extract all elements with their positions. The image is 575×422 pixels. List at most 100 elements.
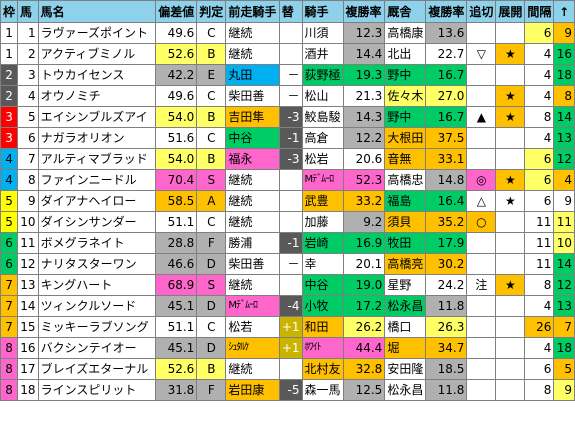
jockey-cell[interactable]: 幸 — [301, 253, 344, 275]
trainer-cell[interactable]: 橋口 — [384, 316, 427, 338]
waku-cell[interactable]: 3 — [0, 106, 19, 128]
prev-jockey[interactable]: 柴田善 — [225, 253, 280, 275]
workout-mark[interactable]: ▲ — [466, 106, 497, 128]
workout-mark[interactable] — [466, 316, 497, 338]
grade-cell[interactable]: D — [196, 337, 227, 359]
waku-cell[interactable]: 3 — [0, 127, 19, 149]
horse-name[interactable]: ナリタスターワン — [37, 253, 157, 275]
jockey-cell[interactable]: 松岩 — [301, 148, 344, 170]
jockey-rate[interactable]: 20.6 — [342, 148, 386, 170]
waku-cell[interactable]: 5 — [0, 211, 19, 233]
grade-cell[interactable]: F — [196, 379, 227, 401]
prev-jockey[interactable]: 継続 — [225, 274, 280, 296]
grade-cell[interactable]: B — [196, 148, 227, 170]
horse-number[interactable]: 8 — [17, 169, 39, 191]
prev-jockey[interactable]: 継続 — [225, 22, 280, 44]
grade-cell[interactable]: C — [196, 211, 227, 233]
grade-cell[interactable]: E — [196, 64, 227, 86]
horse-name[interactable]: ファインニードル — [37, 169, 157, 191]
col-header-prev-jockey[interactable]: 前走騎手 — [225, 0, 280, 23]
prev-jockey[interactable]: 岩田康 — [225, 379, 280, 401]
interval-cell[interactable]: 6 — [524, 22, 555, 44]
horse-number[interactable]: 1 — [17, 22, 39, 44]
table-row[interactable]: 3 6 ナガラオリオン 51.6 C 中谷 -1 高倉 12.2 大根田 37.5 4 13 — [0, 127, 575, 149]
trainer-rate[interactable]: 22.7 — [425, 43, 468, 65]
jockey-change-cell[interactable]: -1 — [278, 232, 303, 254]
col-header-change[interactable]: 替 — [278, 0, 303, 23]
grade-cell[interactable]: C — [196, 316, 227, 338]
jockey-rate[interactable]: 44.4 — [342, 337, 386, 359]
pace-mark[interactable] — [495, 211, 526, 233]
table-row[interactable]: 7 13 キングハート 68.9 S 継続 中谷 19.0 星野 24.2 注 ★ 8 12 — [0, 274, 575, 296]
prev-jockey[interactable]: ｼｭﾀﾙｹ — [225, 337, 280, 359]
workout-mark[interactable] — [466, 253, 497, 275]
workout-mark[interactable]: ▽ — [466, 43, 497, 65]
horse-name[interactable]: トウカイセンス — [37, 64, 157, 86]
grade-cell[interactable]: D — [196, 295, 227, 317]
jockey-change-cell[interactable]: +1 — [278, 316, 303, 338]
table-row[interactable]: 1 1 ラヴァーズポイント 49.6 C 継続 川須 12.3 高橋康 13.6 6 9 — [0, 22, 575, 44]
jockey-cell[interactable]: Mﾃﾞﾑｰﾛ — [301, 169, 344, 191]
interval-cell[interactable]: 11 — [524, 253, 555, 275]
trainer-rate[interactable]: 17.9 — [425, 232, 468, 254]
jockey-rate[interactable]: 14.3 — [342, 106, 386, 128]
deviation-value[interactable]: 70.4 — [155, 169, 198, 191]
jockey-cell[interactable]: 武豊 — [301, 190, 344, 212]
interval-cell[interactable]: 6 — [524, 190, 555, 212]
grade-cell[interactable]: C — [196, 85, 227, 107]
horse-number[interactable]: 16 — [17, 337, 39, 359]
pace-mark[interactable] — [495, 232, 526, 254]
jockey-cell[interactable]: 鮫島駿 — [301, 106, 344, 128]
jockey-change-cell[interactable]: -3 — [278, 106, 303, 128]
horse-name[interactable]: オウノミチ — [37, 85, 157, 107]
horse-number[interactable]: 6 — [17, 127, 39, 149]
up-count[interactable]: 9 — [553, 22, 575, 44]
waku-cell[interactable]: 2 — [0, 85, 19, 107]
horse-name[interactable]: ラインスピリット — [37, 379, 157, 401]
jockey-change-cell[interactable]: -5 — [278, 379, 303, 401]
col-header-trainer-rate[interactable]: 複勝率 — [425, 0, 468, 23]
grade-cell[interactable]: C — [196, 22, 227, 44]
jockey-change-cell[interactable] — [278, 169, 303, 191]
prev-jockey[interactable]: 丸田 — [225, 64, 280, 86]
prev-jockey[interactable]: 継続 — [225, 211, 280, 233]
pace-mark[interactable]: ★ — [495, 106, 526, 128]
workout-mark[interactable] — [466, 358, 497, 380]
interval-cell[interactable]: 8 — [524, 379, 555, 401]
grade-cell[interactable]: B — [196, 43, 227, 65]
table-row[interactable]: 1 2 アクティブミノル 52.6 B 継続 酒井 14.4 北出 22.7 ▽ ★ 4 16 — [0, 43, 575, 65]
workout-mark[interactable]: 注 — [466, 274, 497, 296]
jockey-rate[interactable]: 12.5 — [342, 379, 386, 401]
trainer-cell[interactable]: 松永昌 — [384, 295, 427, 317]
interval-cell[interactable]: 6 — [524, 358, 555, 380]
horse-name[interactable]: ボメグラネイト — [37, 232, 157, 254]
horse-name[interactable]: アクティブミノル — [37, 43, 157, 65]
waku-cell[interactable]: 6 — [0, 253, 19, 275]
horse-number[interactable]: 7 — [17, 148, 39, 170]
col-header-jockey-rate[interactable]: 複勝率 — [342, 0, 386, 23]
deviation-value[interactable]: 68.9 — [155, 274, 198, 296]
table-row[interactable]: 7 15 ミッキーラブソング 51.1 C 松若 +1 和田 26.2 橋口 26.3 26 7 — [0, 316, 575, 338]
jockey-change-cell[interactable]: － — [278, 85, 303, 107]
interval-cell[interactable]: 6 — [524, 169, 555, 191]
interval-cell[interactable]: 8 — [524, 106, 555, 128]
deviation-value[interactable]: 45.1 — [155, 295, 198, 317]
workout-mark[interactable] — [466, 85, 497, 107]
jockey-rate[interactable]: 52.3 — [342, 169, 386, 191]
trainer-cell[interactable]: 星野 — [384, 274, 427, 296]
jockey-cell[interactable]: 岩崎 — [301, 232, 344, 254]
pace-mark[interactable] — [495, 148, 526, 170]
horse-number[interactable]: 17 — [17, 358, 39, 380]
trainer-cell[interactable]: 野中 — [384, 106, 427, 128]
grade-cell[interactable]: A — [196, 190, 227, 212]
up-count[interactable]: 5 — [553, 358, 575, 380]
jockey-rate[interactable]: 21.3 — [342, 85, 386, 107]
workout-mark[interactable] — [466, 232, 497, 254]
prev-jockey[interactable]: 吉田隼 — [225, 106, 280, 128]
trainer-rate[interactable]: 27.0 — [425, 85, 468, 107]
prev-jockey[interactable]: 松若 — [225, 316, 280, 338]
prev-jockey[interactable]: 柴田善 — [225, 85, 280, 107]
horse-number[interactable]: 15 — [17, 316, 39, 338]
workout-mark[interactable] — [466, 379, 497, 401]
deviation-value[interactable]: 45.1 — [155, 337, 198, 359]
